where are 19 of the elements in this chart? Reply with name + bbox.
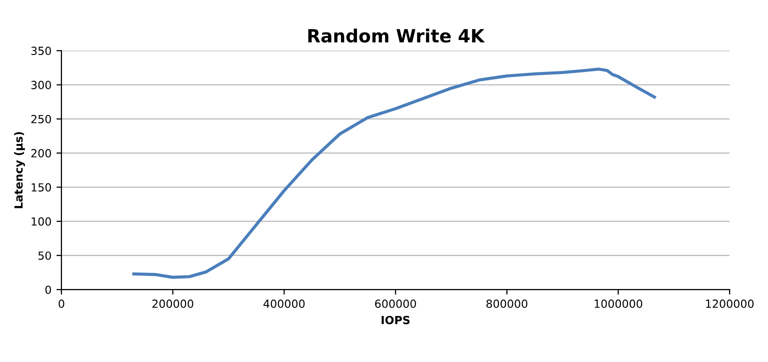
x-tick-label: 1000000 [594, 300, 642, 308]
x-tick-label: 0 [58, 300, 64, 308]
x-tick-label: 1200000 [706, 300, 754, 308]
y-tick-label: 150 [32, 183, 51, 192]
x-axis-title: IOPS [382, 316, 410, 324]
chart-title: Random Write 4K [308, 28, 485, 43]
y-tick-label: 350 [31, 46, 51, 56]
y-axis-title: Latency (µs) [14, 132, 25, 208]
y-tick-label: 250 [31, 114, 51, 124]
y-tick-label: 300 [31, 80, 51, 90]
y-tick-label: 200 [31, 149, 51, 158]
x-tick-label: 200000 [152, 300, 194, 308]
y-tick-label: 0 [45, 286, 51, 294]
x-tick-label: 800000 [486, 300, 528, 308]
x-tick-label: 400000 [263, 300, 305, 308]
line-series [132, 68, 656, 279]
y-tick-label: 50 [38, 251, 51, 260]
y-tick-label: 100 [32, 217, 51, 226]
x-tick-label: 600000 [375, 300, 416, 308]
